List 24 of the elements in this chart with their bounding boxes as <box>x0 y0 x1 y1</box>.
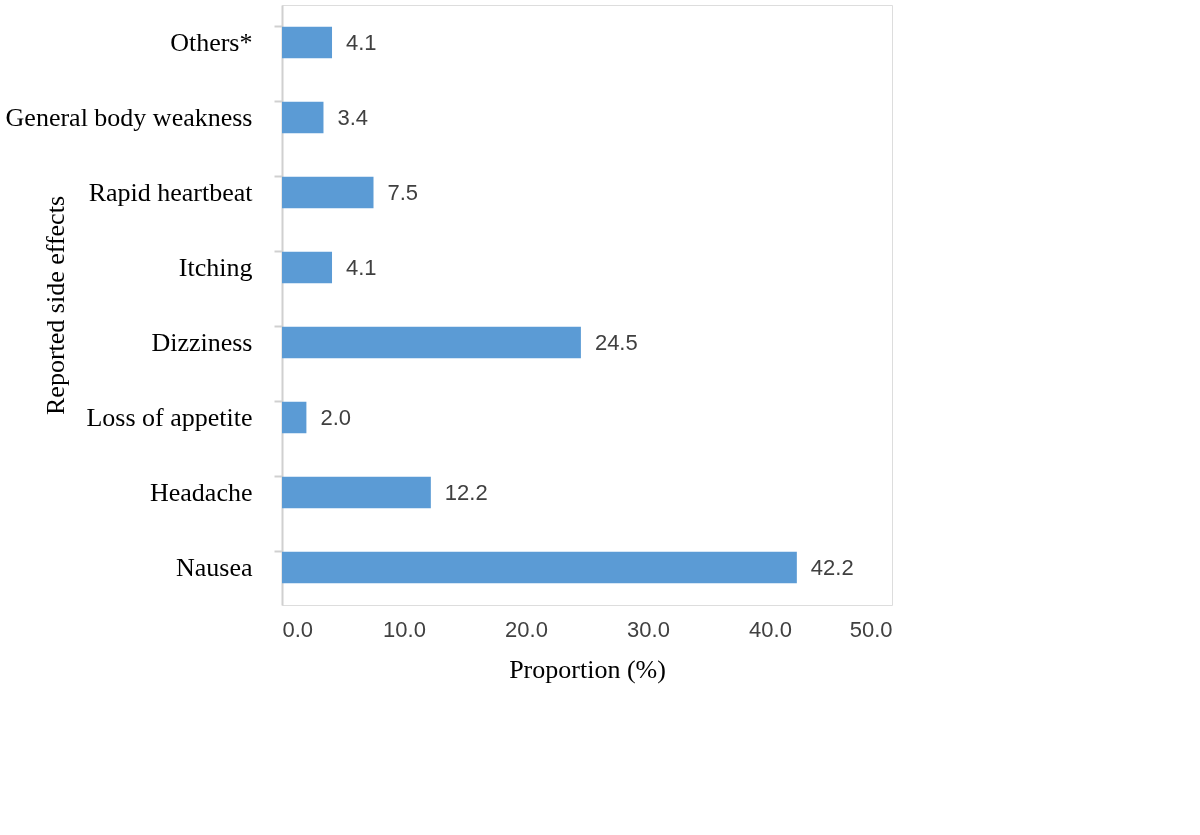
data-label: 4.1 <box>346 254 377 280</box>
data-label: 4.1 <box>346 29 377 55</box>
y-axis-title: Reported side effects <box>40 196 70 415</box>
y-tick-label: Headache <box>150 477 253 507</box>
y-tick-label: Itching <box>178 252 253 282</box>
data-label: 7.5 <box>387 179 419 205</box>
data-label: 42.2 <box>810 554 854 580</box>
x-tick-label: 40.0 <box>749 616 792 642</box>
data-label: 12.2 <box>444 479 488 505</box>
y-tick-label: Dizziness <box>151 327 253 357</box>
x-tick-label: 20.0 <box>505 616 548 642</box>
data-label: 2.0 <box>320 404 351 430</box>
x-axis-title: Proportion (%) <box>509 654 666 684</box>
x-tick-label: 30.0 <box>627 616 670 642</box>
x-tick-label: 0.0 <box>282 616 314 642</box>
y-tick-label: Nausea <box>175 552 253 582</box>
data-label: 3.4 <box>337 104 369 130</box>
x-tick-label: 10.0 <box>383 616 426 642</box>
y-tick-label: Rapid heartbeat <box>88 177 254 207</box>
y-tick-label: General body weakness <box>5 102 253 132</box>
x-tick-label: 50.0 <box>849 616 893 642</box>
data-label: 24.5 <box>594 329 638 355</box>
y-tick-label: Loss of appetite <box>86 402 253 432</box>
y-tick-label: Others* <box>170 27 253 57</box>
